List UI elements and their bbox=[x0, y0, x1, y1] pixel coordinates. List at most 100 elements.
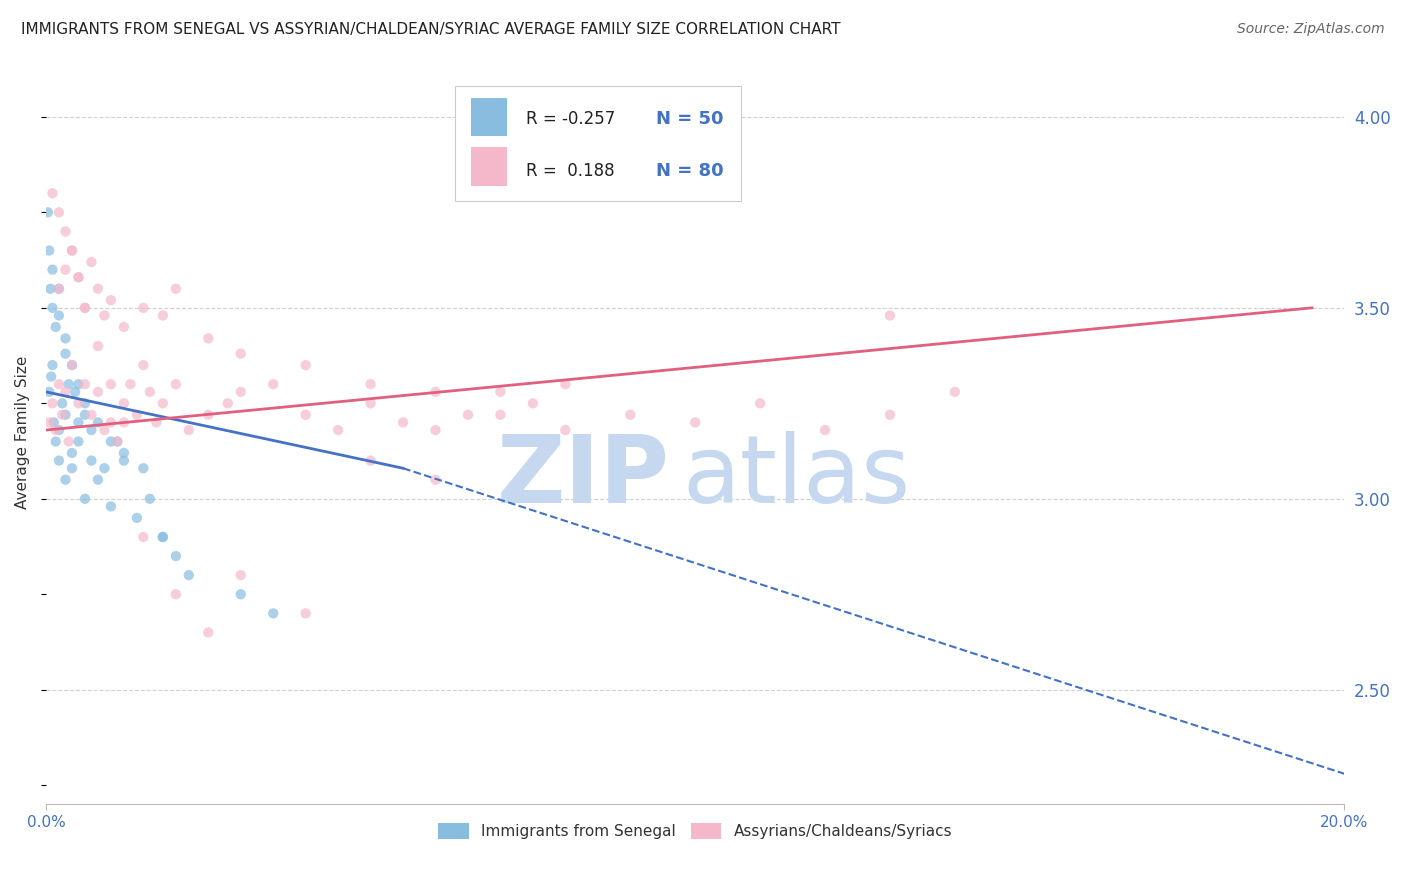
Point bbox=[554, 377, 576, 392]
Point bbox=[45, 434, 67, 449]
Text: Source: ZipAtlas.com: Source: ZipAtlas.com bbox=[1237, 22, 1385, 37]
Point bbox=[87, 282, 110, 296]
FancyBboxPatch shape bbox=[456, 86, 741, 201]
Point bbox=[73, 408, 96, 422]
Point bbox=[152, 530, 174, 544]
Text: N = 80: N = 80 bbox=[657, 162, 724, 180]
Point bbox=[93, 423, 115, 437]
Point bbox=[489, 408, 512, 422]
Point bbox=[48, 309, 70, 323]
Point bbox=[489, 384, 512, 399]
Point bbox=[38, 244, 60, 258]
Point bbox=[87, 384, 110, 399]
Point bbox=[67, 416, 90, 430]
Point bbox=[80, 453, 103, 467]
Point bbox=[38, 416, 60, 430]
Point bbox=[177, 568, 200, 582]
Point bbox=[39, 282, 62, 296]
Point bbox=[41, 186, 63, 201]
Point bbox=[48, 423, 70, 437]
Point bbox=[165, 549, 187, 563]
Point bbox=[294, 408, 316, 422]
Point bbox=[48, 282, 70, 296]
Point bbox=[41, 301, 63, 315]
Point bbox=[73, 301, 96, 315]
Point bbox=[392, 416, 415, 430]
Point bbox=[39, 369, 62, 384]
Point bbox=[360, 396, 382, 410]
Point bbox=[360, 453, 382, 467]
Point bbox=[165, 587, 187, 601]
Point bbox=[80, 408, 103, 422]
Point bbox=[943, 384, 966, 399]
Point bbox=[63, 384, 86, 399]
Point bbox=[55, 331, 77, 345]
Point bbox=[48, 205, 70, 219]
Point bbox=[55, 473, 77, 487]
Point bbox=[93, 309, 115, 323]
Point bbox=[80, 255, 103, 269]
Point bbox=[145, 416, 167, 430]
Point bbox=[100, 377, 122, 392]
Point bbox=[100, 434, 122, 449]
Point bbox=[360, 377, 382, 392]
Point bbox=[125, 511, 148, 525]
FancyBboxPatch shape bbox=[471, 97, 508, 136]
Point bbox=[55, 262, 77, 277]
Point bbox=[87, 416, 110, 430]
Point bbox=[619, 408, 641, 422]
Point bbox=[112, 453, 135, 467]
Point bbox=[262, 607, 284, 621]
Point bbox=[67, 434, 90, 449]
Point bbox=[132, 358, 155, 372]
Point bbox=[73, 301, 96, 315]
Point bbox=[814, 423, 837, 437]
Point bbox=[132, 301, 155, 315]
Point bbox=[879, 408, 901, 422]
Point bbox=[55, 408, 77, 422]
Point bbox=[60, 358, 83, 372]
Point bbox=[425, 384, 447, 399]
Point bbox=[87, 339, 110, 353]
Point bbox=[51, 396, 73, 410]
Point bbox=[132, 461, 155, 475]
Point bbox=[120, 377, 142, 392]
Point bbox=[457, 408, 479, 422]
Text: IMMIGRANTS FROM SENEGAL VS ASSYRIAN/CHALDEAN/SYRIAC AVERAGE FAMILY SIZE CORRELAT: IMMIGRANTS FROM SENEGAL VS ASSYRIAN/CHAL… bbox=[21, 22, 841, 37]
Point bbox=[165, 282, 187, 296]
Y-axis label: Average Family Size: Average Family Size bbox=[15, 355, 30, 508]
Point bbox=[152, 309, 174, 323]
Point bbox=[879, 309, 901, 323]
Point bbox=[197, 331, 219, 345]
Point bbox=[165, 377, 187, 392]
Point bbox=[60, 461, 83, 475]
Point bbox=[42, 416, 65, 430]
Point bbox=[87, 473, 110, 487]
Point bbox=[55, 384, 77, 399]
Point bbox=[229, 346, 252, 360]
Point bbox=[41, 396, 63, 410]
FancyBboxPatch shape bbox=[471, 147, 508, 186]
Point bbox=[60, 358, 83, 372]
Point bbox=[139, 384, 162, 399]
Point bbox=[48, 377, 70, 392]
Point bbox=[60, 244, 83, 258]
Point bbox=[522, 396, 544, 410]
Point bbox=[139, 491, 162, 506]
Point bbox=[152, 396, 174, 410]
Point bbox=[177, 423, 200, 437]
Point bbox=[197, 625, 219, 640]
Text: N = 50: N = 50 bbox=[657, 111, 724, 128]
Point bbox=[425, 473, 447, 487]
Point bbox=[60, 446, 83, 460]
Text: ZIP: ZIP bbox=[496, 431, 669, 523]
Point bbox=[749, 396, 772, 410]
Point bbox=[67, 270, 90, 285]
Point bbox=[51, 408, 73, 422]
Point bbox=[105, 434, 128, 449]
Point bbox=[229, 568, 252, 582]
Point bbox=[67, 377, 90, 392]
Point bbox=[294, 358, 316, 372]
Point bbox=[67, 270, 90, 285]
Text: atlas: atlas bbox=[682, 431, 911, 523]
